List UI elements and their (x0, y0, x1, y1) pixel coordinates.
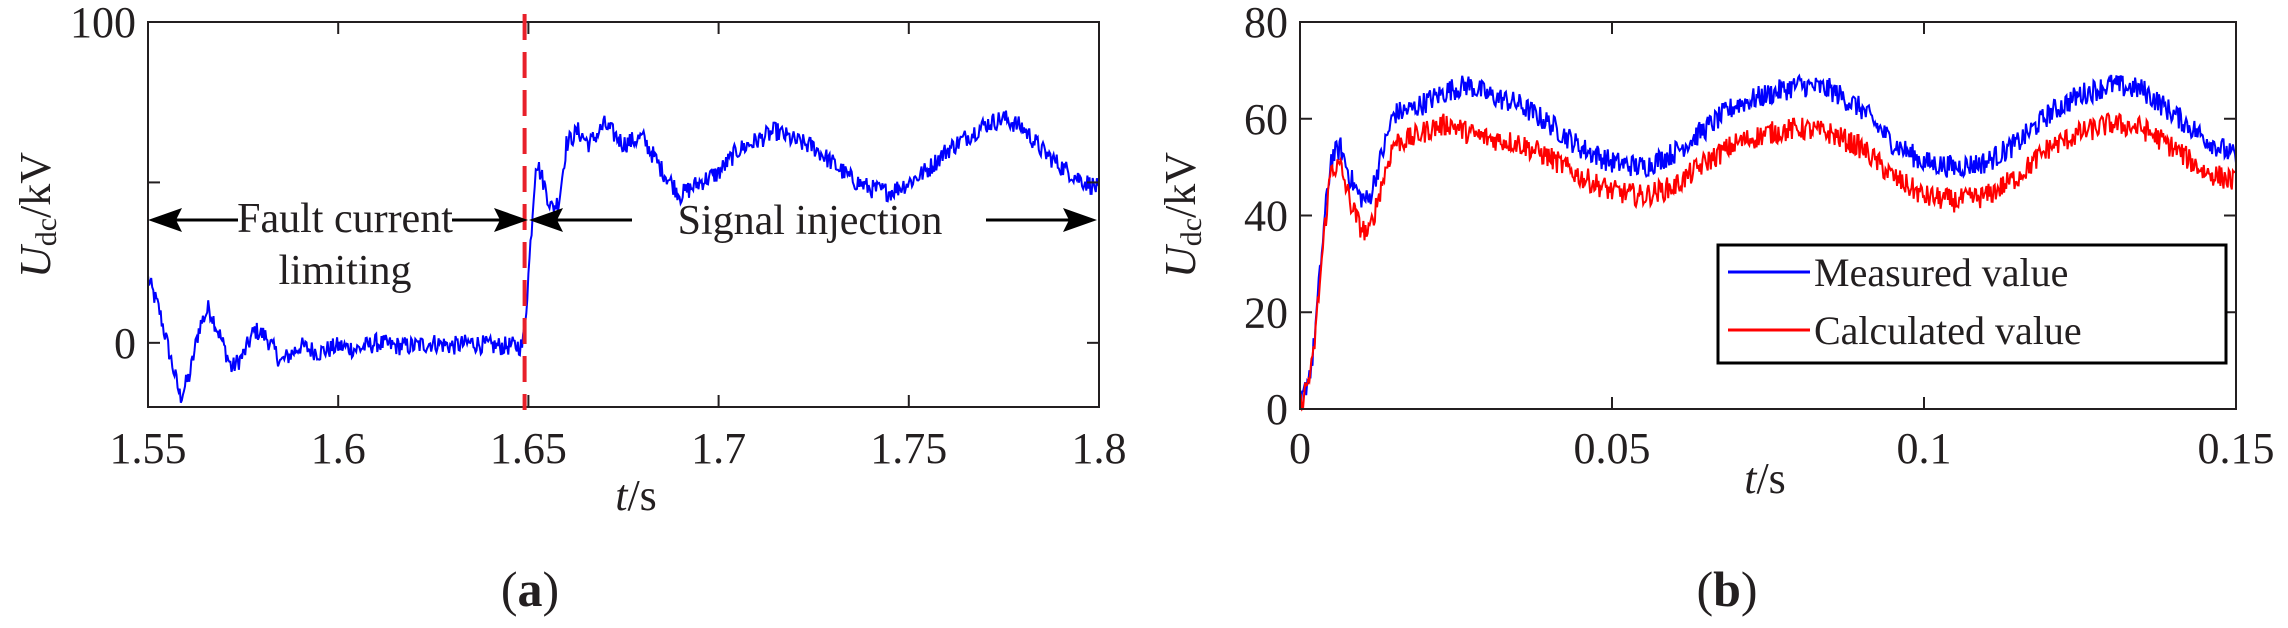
x-tick-label: 1.55 (110, 424, 187, 473)
y-tick-label: 60 (1244, 95, 1288, 144)
panel-a-plot-frame (147, 21, 1100, 408)
signal-injection-arrow (529, 208, 1097, 232)
x-tick-label: 1.65 (490, 424, 567, 473)
panel-b-xlabel: t/s (1744, 454, 1786, 503)
series-line-calculated-value (1299, 112, 2237, 412)
x-tick-label: 1.7 (691, 424, 746, 473)
fault-current-limiting-arrow (148, 208, 528, 232)
panel-b-series-layer (1299, 73, 2237, 412)
y-tick-label: 40 (1244, 192, 1288, 241)
panel-a-caption: (a) (501, 561, 559, 617)
panel-a-xlabel: t/s (615, 471, 657, 520)
panel-b-caption: (b) (1696, 561, 1757, 617)
panel-b-tick-layer: 0 0.05 0.1 0.15 0 20 40 60 80 (1244, 0, 2275, 473)
x-tick-label: 1.75 (870, 424, 947, 473)
y-tick-label: 0 (1266, 385, 1288, 434)
panel-a-tick-layer: 1.55 1.6 1.65 1.7 1.75 1.8 0 100 (70, 0, 1127, 473)
x-tick-label: 1.8 (1072, 424, 1127, 473)
series-line-udc (147, 110, 1100, 404)
x-tick-label: 1.6 (311, 424, 366, 473)
panel-a-series-layer (147, 110, 1100, 404)
fault-current-label-line2: limiting (278, 248, 411, 294)
fault-current-label-line1: Fault current (237, 196, 453, 242)
legend-calculated-label: Calculated value (1814, 308, 2082, 353)
signal-injection-label: Signal injection (678, 198, 943, 244)
panel-b-legend: Measured value Calculated value (1716, 243, 2228, 365)
panel-a-ylabel: Udc/kV (11, 152, 63, 278)
series-line-measured-value (1299, 73, 2237, 404)
legend-measured-label: Measured value (1814, 250, 2068, 295)
y-tick-label: 80 (1244, 0, 1288, 47)
x-tick-label: 0.05 (1574, 424, 1651, 473)
y-tick-label: 0 (114, 319, 136, 368)
legend-box (1716, 243, 2228, 365)
panel-b-ylabel: Udc/kV (1156, 152, 1208, 278)
y-tick-label: 100 (70, 0, 136, 47)
x-tick-label: 0 (1289, 424, 1311, 473)
panel-b: 0 0.05 0.1 0.15 0 20 40 60 80 Measured value Cal… (1156, 0, 2275, 617)
x-tick-label: 0.15 (2198, 424, 2275, 473)
x-tick-label: 0.1 (1897, 424, 1952, 473)
y-tick-label: 20 (1244, 288, 1288, 337)
